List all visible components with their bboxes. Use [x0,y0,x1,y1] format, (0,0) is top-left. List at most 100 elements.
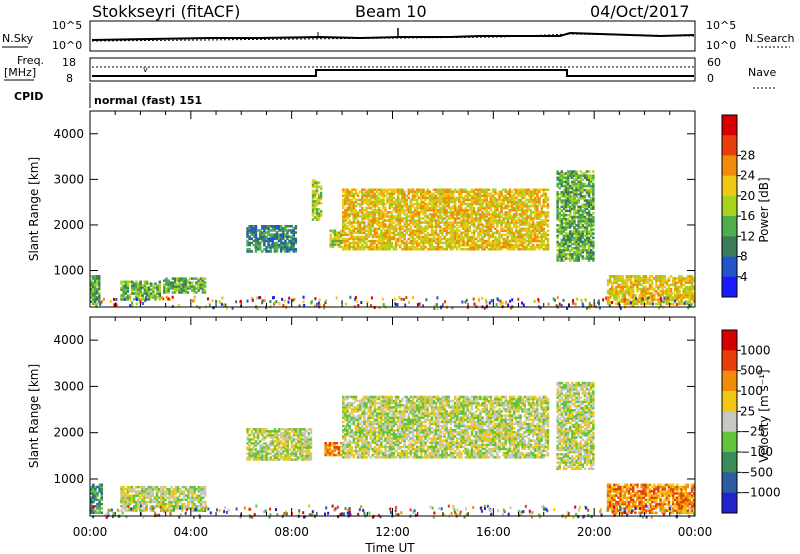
power-cell [491,248,495,251]
velocity-cell [139,496,142,499]
power-cell [428,209,432,212]
power-cell [313,201,317,205]
power-speckle [193,299,196,303]
power-cell [437,221,440,224]
velocity-cell [250,438,253,441]
power-cell [470,194,474,198]
power-cell [380,231,383,235]
power-cell [506,213,510,216]
power-cell [348,231,351,235]
power-cell [566,246,570,250]
power-cell [282,241,285,245]
power-cell [384,237,387,241]
power-cell [352,217,356,220]
power-cell [498,215,501,218]
velocity-cell [174,488,178,491]
power-cell [468,239,472,243]
velocity-cell [124,498,127,502]
power-cell [585,255,589,258]
power-cell [420,206,423,210]
power-cell [485,211,488,214]
velocity-cell [246,452,249,455]
power-cell [377,209,381,212]
power-cell [437,192,440,196]
power-y-tick-label: 4000 [53,127,84,141]
power-cell [479,219,482,222]
power-cell [258,231,262,234]
power-cell [171,283,175,286]
power-cell [562,201,566,204]
power-cell [534,233,537,237]
power-cell [261,235,264,238]
power-cell [571,242,574,246]
power-cell [447,211,450,214]
power-cell [560,176,564,179]
power-cell [317,216,321,219]
power-cell [544,237,548,241]
power-cell [377,211,381,214]
power-speckle [507,303,510,307]
power-cell [485,239,488,243]
velocity-cell [180,502,184,506]
power-cell [154,298,157,301]
velocity-cell [172,509,175,512]
power-cell [644,275,648,278]
power-cell [169,287,172,290]
power-cell [585,213,589,217]
power-cell [642,285,645,289]
power-cell [292,231,295,234]
power-cell [451,241,455,245]
power-cell [573,188,576,192]
power-cell [508,227,512,230]
power-cell [284,250,287,253]
power-cell [394,190,398,193]
power-cell [292,248,295,251]
power-cell [573,240,576,244]
power-cell [359,229,362,232]
power-cell [491,219,495,222]
power-cell [470,198,474,202]
power-cell [439,237,442,241]
power-cell [331,243,335,247]
velocity-cell [259,458,262,461]
power-cell [585,251,589,254]
power-cell [147,294,151,297]
power-cell [621,289,624,293]
power-cell [562,238,566,242]
power-cell [394,219,398,222]
power-cell [669,289,673,293]
velocity-cell [261,428,264,431]
power-cell [186,279,190,282]
power-cell [445,221,448,224]
power-cell [615,292,618,295]
velocity-cell [100,502,103,506]
power-cell [407,237,410,241]
power-cell [592,251,595,254]
velocity-cell [203,488,207,491]
power-cell [409,200,413,204]
power-cell [277,237,281,241]
velocity-cell [256,430,260,433]
power-cell [475,219,478,222]
power-cell [152,288,155,291]
power-colorbar-label: Power [dB] [757,177,771,242]
power-cell [375,198,379,202]
power-cell [581,184,585,188]
power-cell [158,290,161,293]
power-cell [491,213,495,216]
power-cell [311,206,315,209]
power-cell [571,203,574,206]
power-cell [453,190,457,193]
power-cell [350,235,353,239]
power-cell [562,188,566,192]
power-cell [542,235,545,239]
power-cell [337,239,341,242]
power-cell [399,245,402,249]
power-cell [564,191,568,194]
power-cell [556,224,559,227]
power-cell [396,217,400,220]
power-cell [392,188,396,191]
power-cell [502,188,505,191]
power-cell [388,188,391,191]
power-cell [367,239,370,243]
